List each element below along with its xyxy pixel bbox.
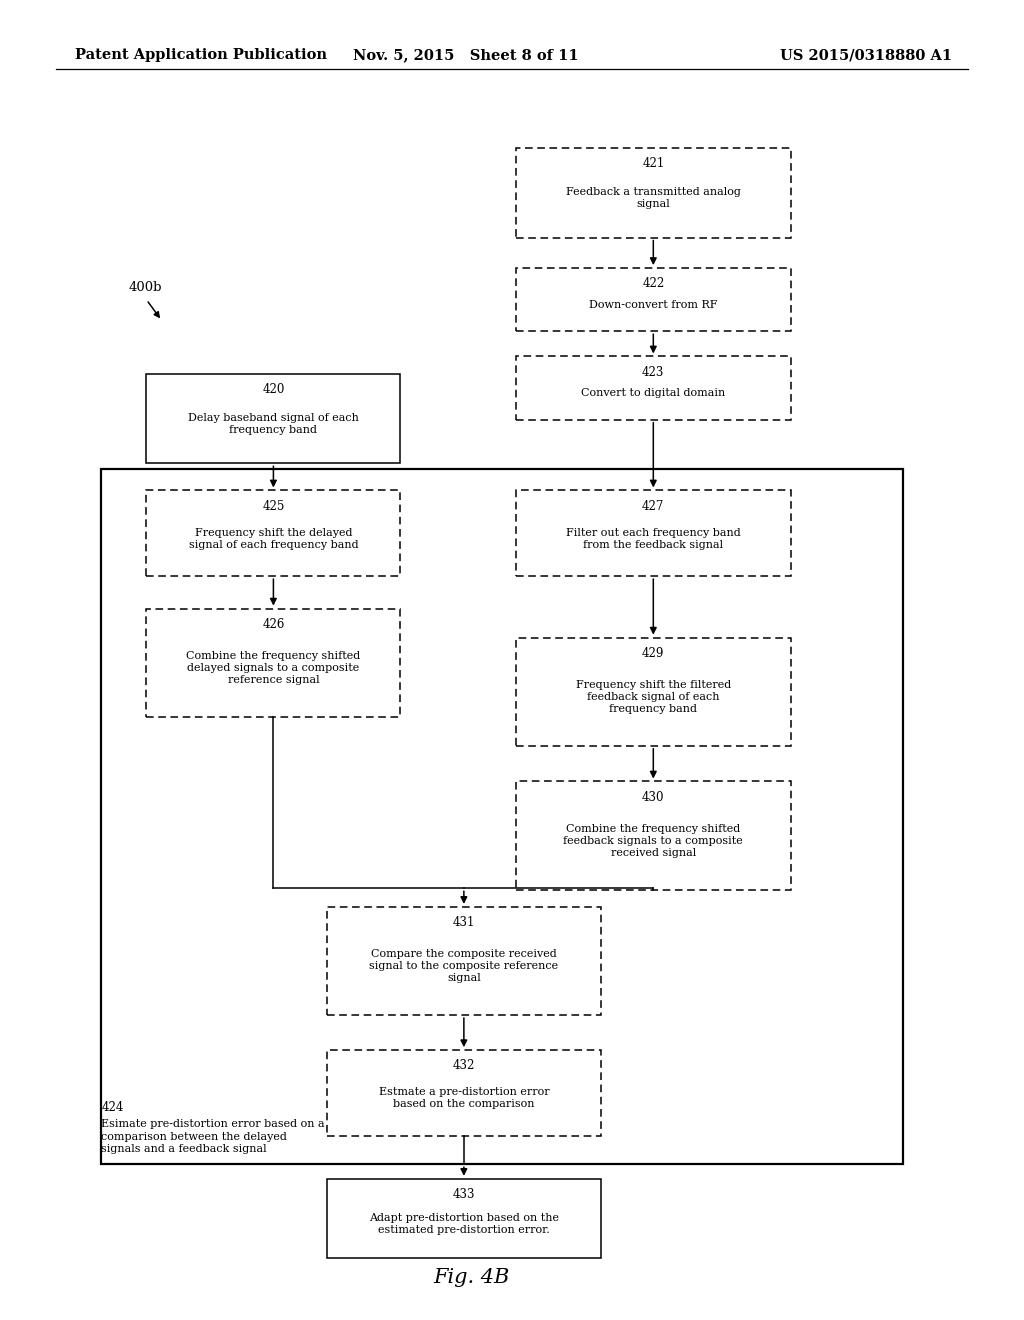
Text: 427: 427 bbox=[642, 500, 665, 512]
Text: Patent Application Publication: Patent Application Publication bbox=[75, 49, 327, 62]
Text: 421: 421 bbox=[642, 157, 665, 170]
FancyBboxPatch shape bbox=[146, 490, 400, 576]
Text: Down-convert from RF: Down-convert from RF bbox=[589, 300, 718, 310]
FancyBboxPatch shape bbox=[146, 609, 400, 717]
FancyBboxPatch shape bbox=[516, 268, 791, 331]
Text: Adapt pre-distortion based on the
estimated pre-distortion error.: Adapt pre-distortion based on the estima… bbox=[369, 1213, 559, 1234]
Text: 425: 425 bbox=[262, 500, 285, 512]
Text: 430: 430 bbox=[642, 791, 665, 804]
Text: Combine the frequency shifted
delayed signals to a composite
reference signal: Combine the frequency shifted delayed si… bbox=[186, 651, 360, 685]
FancyBboxPatch shape bbox=[327, 1179, 601, 1258]
Text: Nov. 5, 2015   Sheet 8 of 11: Nov. 5, 2015 Sheet 8 of 11 bbox=[353, 49, 579, 62]
FancyBboxPatch shape bbox=[146, 374, 400, 463]
Text: 433: 433 bbox=[453, 1188, 475, 1201]
Text: Compare the composite received
signal to the composite reference
signal: Compare the composite received signal to… bbox=[370, 949, 558, 983]
Text: US 2015/0318880 A1: US 2015/0318880 A1 bbox=[780, 49, 952, 62]
Text: 426: 426 bbox=[262, 618, 285, 631]
Text: 424: 424 bbox=[101, 1101, 124, 1114]
Text: Frequency shift the delayed
signal of each frequency band: Frequency shift the delayed signal of ea… bbox=[188, 528, 358, 549]
FancyBboxPatch shape bbox=[516, 638, 791, 746]
FancyBboxPatch shape bbox=[101, 469, 903, 1164]
Text: Frequency shift the filtered
feedback signal of each
frequency band: Frequency shift the filtered feedback si… bbox=[575, 680, 731, 714]
FancyBboxPatch shape bbox=[516, 356, 791, 420]
FancyBboxPatch shape bbox=[516, 490, 791, 576]
Text: Fig. 4B: Fig. 4B bbox=[433, 1269, 509, 1287]
Text: Estmate a pre-distortion error
based on the comparison: Estmate a pre-distortion error based on … bbox=[379, 1088, 549, 1109]
Text: 432: 432 bbox=[453, 1059, 475, 1072]
Text: 429: 429 bbox=[642, 647, 665, 660]
Text: 423: 423 bbox=[642, 366, 665, 379]
Text: Feedback a transmitted analog
signal: Feedback a transmitted analog signal bbox=[566, 187, 740, 209]
Text: Delay baseband signal of each
frequency band: Delay baseband signal of each frequency … bbox=[188, 413, 358, 434]
Text: 420: 420 bbox=[262, 383, 285, 396]
Text: Filter out each frequency band
from the feedback signal: Filter out each frequency band from the … bbox=[566, 528, 740, 549]
Text: 431: 431 bbox=[453, 916, 475, 929]
FancyBboxPatch shape bbox=[516, 781, 791, 890]
FancyBboxPatch shape bbox=[327, 907, 601, 1015]
Text: Combine the frequency shifted
feedback signals to a composite
received signal: Combine the frequency shifted feedback s… bbox=[563, 824, 743, 858]
Text: Convert to digital domain: Convert to digital domain bbox=[582, 388, 725, 399]
Text: 422: 422 bbox=[642, 277, 665, 290]
Text: Esimate pre-distortion error based on a
comparison between the delayed
signals a: Esimate pre-distortion error based on a … bbox=[101, 1119, 325, 1154]
FancyBboxPatch shape bbox=[516, 148, 791, 238]
FancyBboxPatch shape bbox=[327, 1051, 601, 1135]
Text: 400b: 400b bbox=[129, 281, 163, 294]
